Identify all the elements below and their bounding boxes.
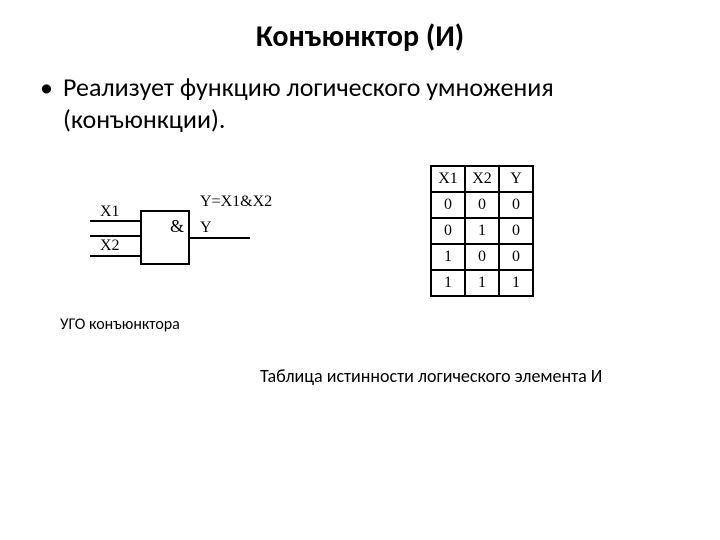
wire-x2 bbox=[90, 255, 140, 257]
truth-table: X1 X2 Y 0 0 0 0 1 0 1 0 0 1 1 bbox=[430, 165, 534, 297]
table-caption: Таблица истинности логического элемента … bbox=[260, 365, 602, 387]
cell: 1 bbox=[431, 244, 465, 270]
cell: 1 bbox=[465, 270, 499, 296]
gate-box: & bbox=[140, 210, 190, 265]
cell: 0 bbox=[499, 192, 533, 218]
cell: 1 bbox=[431, 270, 465, 296]
col-header: Y bbox=[499, 166, 533, 192]
bullet-marker: • bbox=[40, 71, 53, 103]
table-row: 0 1 0 bbox=[431, 218, 533, 244]
wire-y bbox=[190, 237, 250, 239]
cell: 0 bbox=[465, 192, 499, 218]
cell: 0 bbox=[499, 244, 533, 270]
table-row: 1 0 0 bbox=[431, 244, 533, 270]
content-area: & X1 X2 Y Y=X1&X2 X1 X2 Y 0 0 0 0 1 0 bbox=[0, 165, 720, 365]
cell: 0 bbox=[431, 192, 465, 218]
cell: 0 bbox=[499, 218, 533, 244]
bullet-item: • Реализует функцию логического умножени… bbox=[0, 55, 720, 135]
table-row: 0 0 0 bbox=[431, 192, 533, 218]
diagram-caption: УГО конъюнктора bbox=[60, 315, 180, 334]
table-header-row: X1 X2 Y bbox=[431, 166, 533, 192]
label-x1: X1 bbox=[100, 203, 120, 221]
cell: 0 bbox=[465, 244, 499, 270]
col-header: X1 bbox=[431, 166, 465, 192]
gate-symbol: & bbox=[170, 216, 184, 237]
formula: Y=X1&X2 bbox=[200, 193, 272, 211]
label-y: Y bbox=[200, 219, 212, 237]
page-title: Конъюнктор (И) bbox=[0, 0, 720, 55]
label-x2: X2 bbox=[100, 237, 120, 255]
col-header: X2 bbox=[465, 166, 499, 192]
cell: 1 bbox=[465, 218, 499, 244]
table-row: 1 1 1 bbox=[431, 270, 533, 296]
bullet-text: Реализует функцию логического умножения … bbox=[63, 71, 680, 135]
cell: 1 bbox=[499, 270, 533, 296]
cell: 0 bbox=[431, 218, 465, 244]
gate-diagram: & X1 X2 Y Y=X1&X2 bbox=[50, 175, 290, 305]
